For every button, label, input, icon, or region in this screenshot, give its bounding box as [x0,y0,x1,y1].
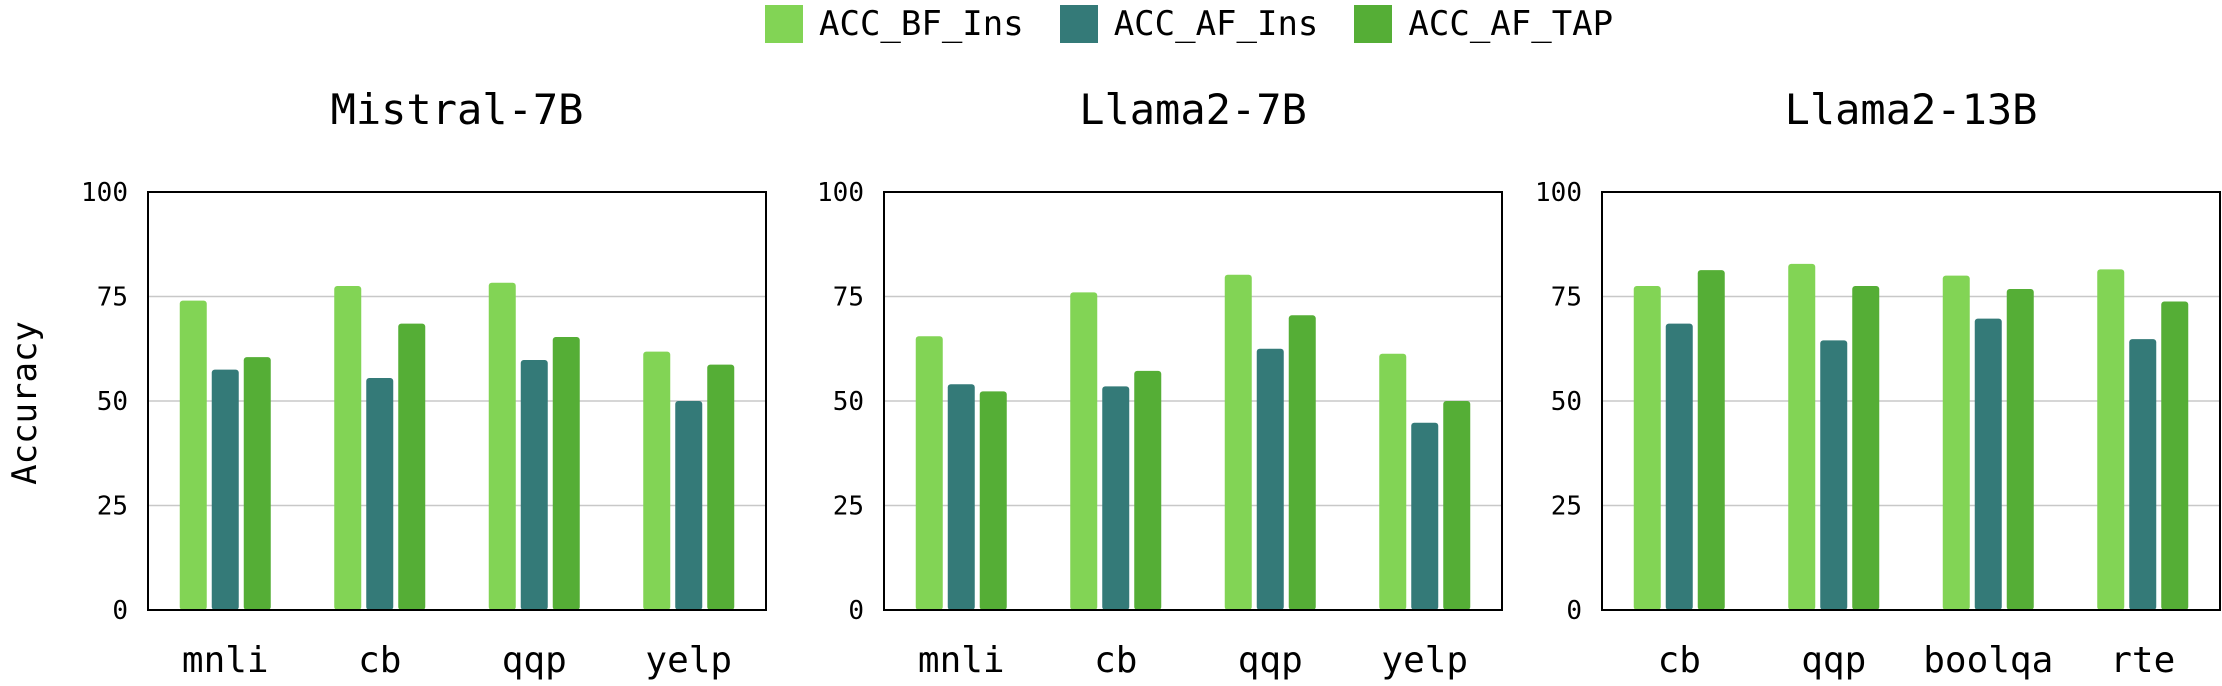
chart-title: Mistral-7B [331,85,584,134]
y-tick-label: 75 [833,283,864,313]
y-tick-label: 0 [112,596,128,626]
bar [1379,353,1407,610]
y-tick-label: 75 [97,283,128,313]
plot-frame [1601,191,2221,611]
chart-title: Llama2-13B [1785,85,2038,134]
bar [179,300,207,610]
bar [2161,301,2189,610]
plot-frame [883,191,1503,611]
bar [915,336,943,610]
bar [1224,274,1252,610]
bar [488,282,516,610]
chart-title: Llama2-7B [1079,85,1307,134]
bar [1942,275,1970,610]
bar [243,357,271,610]
x-tick-label: cb [1658,640,1701,681]
bar [1974,318,2002,610]
y-tick-label: 100 [817,178,864,208]
bar [334,286,362,610]
bar [1256,348,1284,610]
x-tick-label: yelp [1381,640,1468,681]
x-tick-label: boolqa [1923,640,2053,681]
y-tick-label: 50 [1551,387,1582,417]
x-tick-label: qqp [1238,640,1303,681]
bar [1852,286,1880,610]
bar [707,364,735,610]
legend-swatch [1059,5,1098,43]
legend-item-acc-af-tap: ACC_AF_TAP [1354,4,1613,44]
legend-label: ACC_BF_Ins [819,4,1024,44]
bar [979,391,1007,610]
x-tick-label: mnli [918,640,1005,681]
x-tick-label: mnli [182,640,269,681]
y-tick-label: 50 [97,387,128,417]
bar [1070,292,1098,610]
y-tick-label: 25 [1551,492,1582,522]
bar [1102,386,1130,610]
bar [1697,270,1725,610]
bar [643,351,671,610]
legend: ACC_BF_Ins ACC_AF_Ins ACC_AF_TAP [765,4,1649,44]
bar [211,369,239,610]
x-tick-label: qqp [502,640,567,681]
bar [675,401,703,610]
bar [1443,401,1471,610]
legend-label: ACC_AF_TAP [1408,4,1614,44]
bar [1134,370,1162,610]
bar [2129,339,2157,610]
bar [1288,315,1316,610]
bar [2097,269,2125,610]
bar [520,360,548,610]
x-tick-label: qqp [1801,640,1866,681]
y-tick-label: 50 [833,387,864,417]
bar [2006,288,2034,610]
y-tick-label: 75 [1551,283,1582,313]
bar [947,384,975,610]
y-tick-label: 0 [848,596,864,626]
legend-swatch [1354,5,1393,43]
y-tick-label: 0 [1566,596,1582,626]
bar [552,337,580,610]
bar [398,323,426,610]
bar [1820,340,1848,610]
bar [1633,286,1661,610]
bar [366,378,394,610]
x-tick-label: cb [1094,640,1137,681]
legend-label: ACC_AF_Ins [1113,4,1319,44]
bar [1411,422,1439,610]
y-axis-label: Accuracy [5,321,45,485]
x-tick-label: cb [358,640,401,681]
bar [1665,323,1693,610]
y-tick-label: 25 [97,492,128,522]
y-tick-label: 100 [1535,178,1582,208]
bar [1788,263,1816,610]
legend-item-acc-af-ins: ACC_AF_Ins [1059,4,1319,44]
plot-frame [147,191,767,611]
y-tick-label: 25 [833,492,864,522]
x-tick-label: rte [2110,640,2175,681]
legend-swatch [765,5,803,43]
x-tick-label: yelp [645,640,732,681]
y-tick-label: 100 [81,178,128,208]
legend-item-acc-bf-ins: ACC_BF_Ins [765,4,1024,44]
